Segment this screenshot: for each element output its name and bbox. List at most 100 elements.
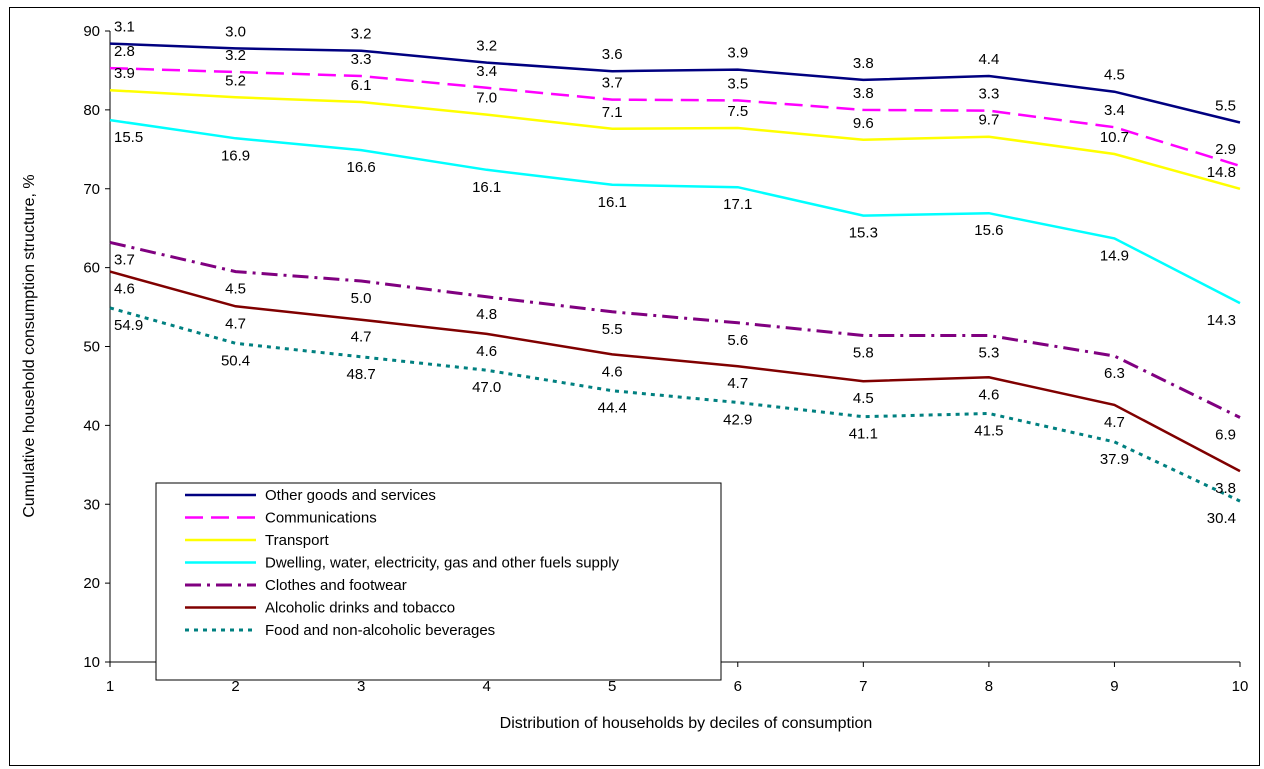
legend-box bbox=[155, 482, 722, 681]
x-tick-label: 5 bbox=[608, 678, 616, 695]
data-label: 48.7 bbox=[347, 366, 376, 383]
data-label: 4.8 bbox=[476, 306, 497, 323]
data-label: 4.7 bbox=[1104, 414, 1125, 431]
legend-label: Alcoholic drinks and tobacco bbox=[265, 600, 455, 617]
data-label: 3.7 bbox=[602, 75, 623, 92]
data-label: 4.7 bbox=[351, 329, 372, 346]
legend-label: Clothes and footwear bbox=[265, 577, 407, 594]
data-label: 16.1 bbox=[472, 179, 501, 196]
data-label: 3.3 bbox=[978, 86, 999, 103]
y-tick-label: 60 bbox=[83, 260, 100, 277]
data-label: 2.8 bbox=[114, 43, 135, 60]
data-label: 15.6 bbox=[974, 222, 1003, 239]
data-label: 14.3 bbox=[1207, 312, 1236, 329]
y-tick-label: 40 bbox=[83, 417, 100, 434]
data-label: 47.0 bbox=[472, 379, 501, 396]
data-label: 5.0 bbox=[351, 290, 372, 307]
data-label: 7.5 bbox=[727, 103, 748, 120]
data-label: 2.9 bbox=[1215, 141, 1236, 158]
x-tick-label: 8 bbox=[985, 678, 993, 695]
data-label: 5.8 bbox=[853, 344, 874, 361]
x-tick-label: 3 bbox=[357, 678, 365, 695]
legend-label: Other goods and services bbox=[265, 487, 436, 504]
data-label: 3.5 bbox=[727, 75, 748, 92]
data-label: 3.9 bbox=[727, 45, 748, 62]
series-line-3 bbox=[109, 88, 1241, 191]
data-label: 10.7 bbox=[1100, 129, 1129, 146]
legend-label: Food and non-alcoholic beverages bbox=[265, 622, 495, 639]
data-label: 4.6 bbox=[978, 386, 999, 403]
data-label: 42.9 bbox=[723, 412, 752, 429]
data-label: 9.7 bbox=[978, 112, 999, 129]
legend-label: Communications bbox=[265, 510, 377, 527]
data-label: 3.2 bbox=[351, 26, 372, 43]
series-line-4 bbox=[109, 118, 1241, 305]
data-label: 4.7 bbox=[727, 375, 748, 392]
data-label: 4.5 bbox=[853, 390, 874, 407]
legend: Other goods and services Communications Tr… bbox=[155, 482, 722, 681]
series-line-2 bbox=[109, 66, 1241, 168]
data-label: 44.4 bbox=[598, 400, 627, 417]
legend-label: Dwelling, water, electricity, gas and ot… bbox=[265, 555, 620, 572]
data-label: 30.4 bbox=[1207, 510, 1236, 527]
x-tick-label: 2 bbox=[231, 678, 239, 695]
data-label: 3.4 bbox=[1104, 102, 1125, 119]
data-label: 37.9 bbox=[1100, 451, 1129, 468]
data-labels: 3.1 3.0 3.2 3.2 3.6 3.9 3.8 4.4 4.5 5.5 2.8 3.2 3.3 3… bbox=[114, 19, 1236, 527]
data-label: 14.8 bbox=[1207, 164, 1236, 181]
data-label: 14.9 bbox=[1100, 247, 1129, 264]
data-label: 7.1 bbox=[602, 104, 623, 121]
data-label: 3.4 bbox=[476, 63, 497, 80]
x-tick-label: 6 bbox=[734, 678, 742, 695]
y-tick-label: 20 bbox=[83, 575, 100, 592]
data-label: 16.6 bbox=[347, 159, 376, 176]
data-label: 17.1 bbox=[723, 196, 752, 213]
data-label: 3.1 bbox=[114, 19, 135, 36]
x-tick-label: 9 bbox=[1110, 678, 1118, 695]
x-tick-label: 1 bbox=[106, 678, 114, 695]
data-label: 7.0 bbox=[476, 90, 497, 107]
data-label: 5.3 bbox=[978, 344, 999, 361]
series-line-1 bbox=[109, 42, 1241, 124]
data-label: 3.8 bbox=[1215, 480, 1236, 497]
data-label: 3.0 bbox=[225, 23, 246, 40]
data-label: 4.6 bbox=[602, 363, 623, 380]
data-label: 4.5 bbox=[225, 281, 246, 298]
x-tick-label: 10 bbox=[1232, 678, 1249, 695]
data-label: 6.3 bbox=[1104, 365, 1125, 382]
data-label: 5.5 bbox=[602, 321, 623, 338]
y-tick-label: 70 bbox=[83, 181, 100, 198]
series-lines bbox=[109, 42, 1241, 503]
series-line-5 bbox=[109, 240, 1241, 419]
data-label: 16.1 bbox=[598, 194, 627, 211]
y-tick-label: 50 bbox=[83, 339, 100, 356]
data-label: 4.4 bbox=[978, 51, 999, 68]
x-tick-label: 7 bbox=[859, 678, 867, 695]
y-tick-label: 80 bbox=[83, 102, 100, 119]
y-tick-label: 90 bbox=[83, 23, 100, 40]
data-label: 15.5 bbox=[114, 129, 143, 146]
y-axis-title: Cumulative household consumption structu… bbox=[21, 174, 38, 517]
data-label: 3.9 bbox=[114, 65, 135, 82]
data-label: 3.2 bbox=[225, 47, 246, 64]
x-axis-title: Distribution of households by deciles of… bbox=[500, 715, 873, 732]
data-label: 6.9 bbox=[1215, 426, 1236, 443]
data-label: 3.7 bbox=[114, 251, 135, 268]
data-label: 5.2 bbox=[225, 72, 246, 89]
y-tick-label: 30 bbox=[83, 496, 100, 513]
data-label: 4.7 bbox=[225, 315, 246, 332]
data-label: 6.1 bbox=[351, 77, 372, 94]
data-label: 54.9 bbox=[114, 317, 143, 334]
data-label: 50.4 bbox=[221, 352, 250, 369]
axes: 10 20 30 40 50 60 70 80 90 1 2 3 4 5 6 7 8 9 10 bbox=[83, 23, 1248, 695]
data-label: 3.3 bbox=[351, 51, 372, 68]
x-tick-label: 4 bbox=[482, 678, 490, 695]
data-label: 41.1 bbox=[849, 426, 878, 443]
data-label: 5.5 bbox=[1215, 97, 1236, 114]
data-label: 4.5 bbox=[1104, 67, 1125, 84]
data-label: 3.6 bbox=[602, 46, 623, 63]
series-line-6 bbox=[109, 270, 1241, 473]
data-label: 3.2 bbox=[476, 38, 497, 55]
y-tick-label: 10 bbox=[83, 654, 100, 671]
